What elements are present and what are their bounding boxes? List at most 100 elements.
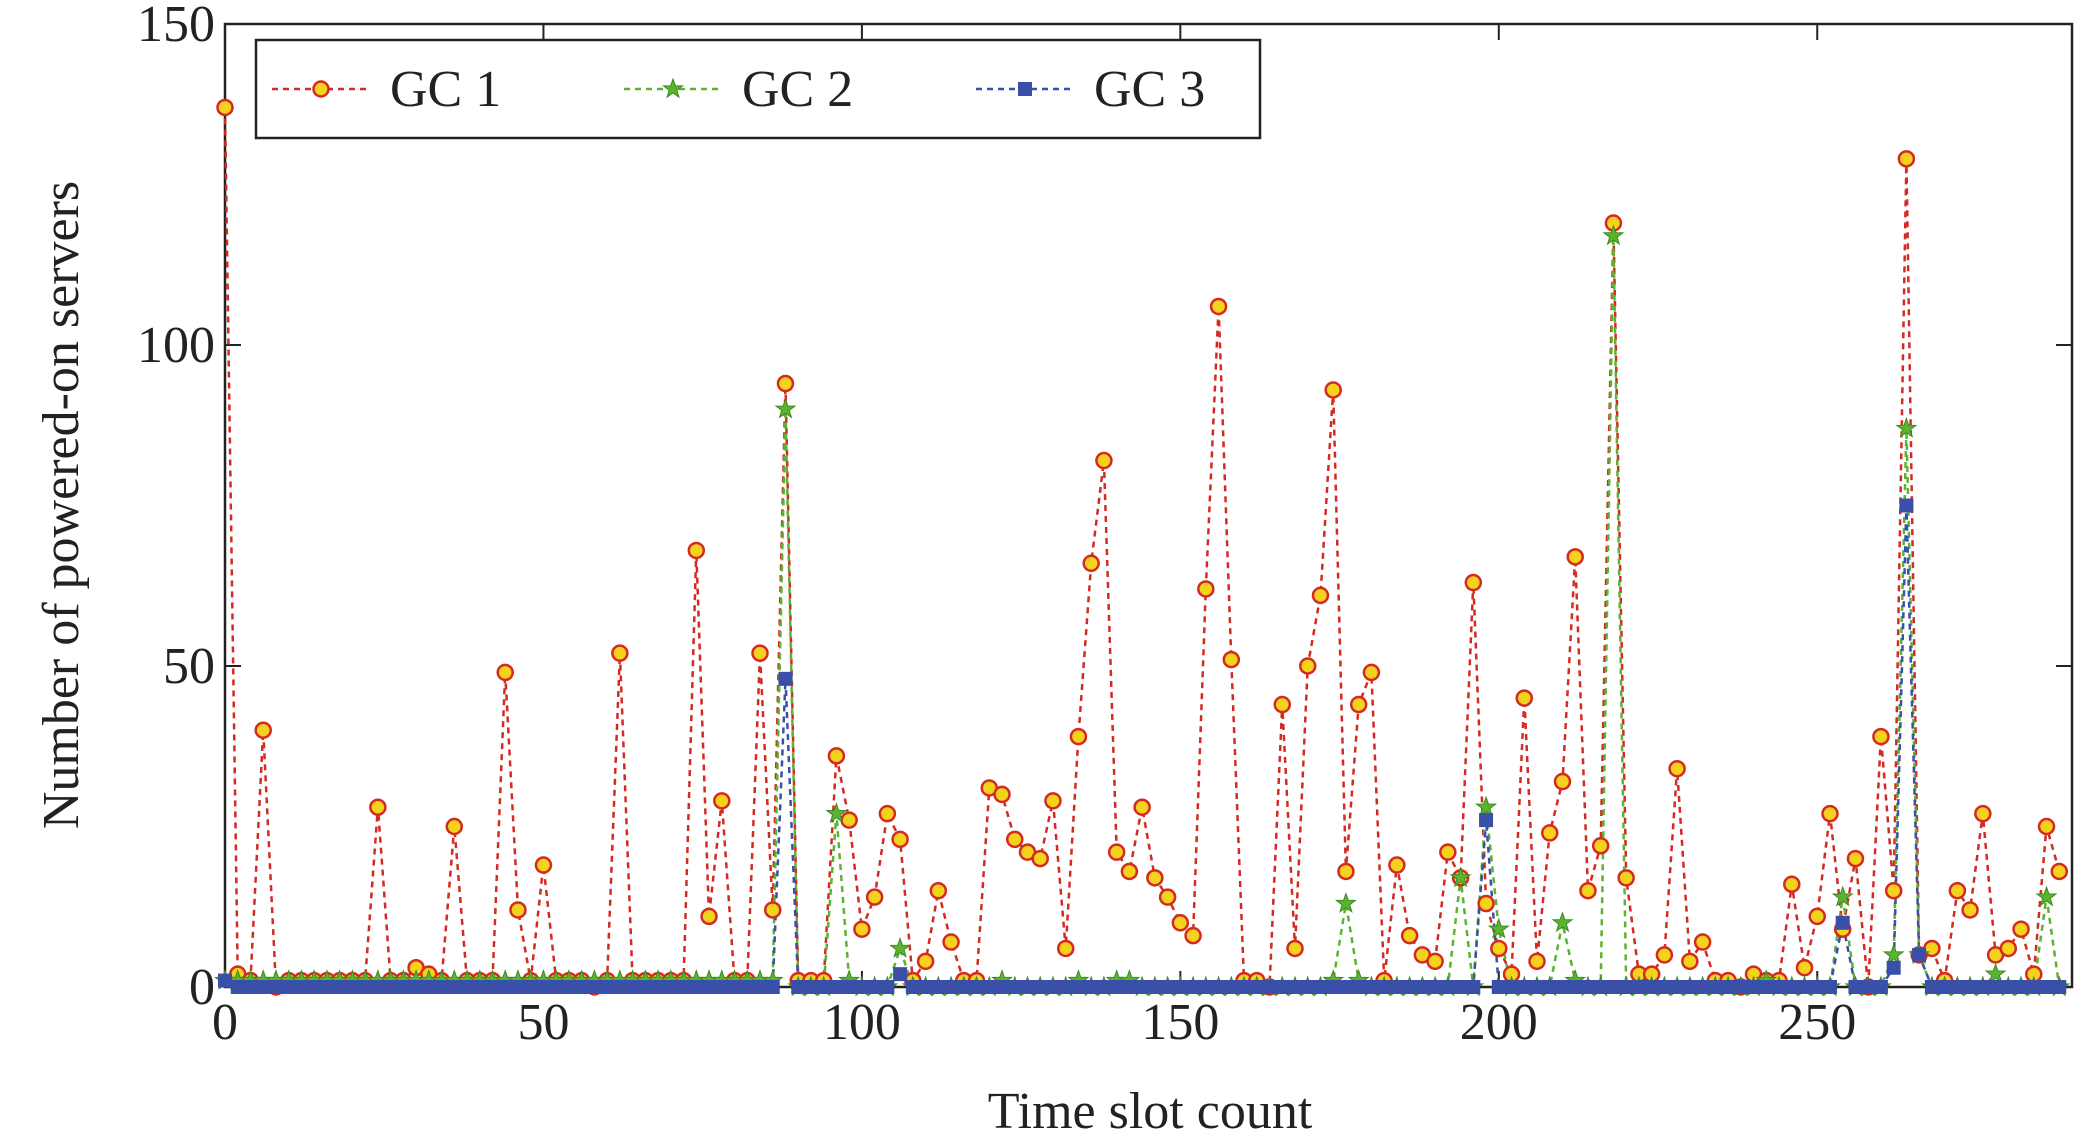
marker	[916, 952, 935, 971]
marker	[1984, 962, 2007, 984]
marker	[1490, 939, 1508, 958]
marker	[1491, 980, 1506, 994]
marker	[1733, 980, 1748, 994]
marker	[1681, 952, 1699, 971]
marker	[880, 980, 895, 994]
marker	[1530, 980, 1545, 994]
marker	[1831, 885, 1854, 907]
legend-box	[254, 38, 1262, 140]
marker	[1783, 875, 1801, 894]
marker	[1209, 297, 1228, 316]
marker	[1069, 727, 1088, 746]
marker	[776, 374, 795, 393]
marker	[370, 980, 385, 994]
y-tick-label: 100	[137, 317, 215, 374]
marker	[1655, 946, 1674, 964]
marker	[1553, 772, 1572, 791]
marker	[281, 980, 296, 994]
y-tick-label: 0	[189, 959, 215, 1016]
marker	[1810, 980, 1825, 994]
marker	[625, 980, 640, 994]
legend-label: GC 3	[1094, 61, 1205, 118]
x-tick-label: 0	[212, 994, 238, 1051]
marker	[1313, 980, 1328, 994]
marker	[2052, 980, 2067, 994]
marker	[1515, 689, 1534, 707]
marker	[1861, 980, 1876, 994]
marker	[942, 933, 960, 951]
marker	[1542, 980, 1557, 994]
marker	[1334, 891, 1357, 913]
marker	[2012, 920, 2030, 938]
marker	[651, 980, 666, 994]
marker	[1337, 862, 1355, 881]
x-tick-label: 50	[517, 994, 569, 1051]
marker	[612, 980, 627, 994]
marker	[1797, 980, 1812, 994]
series-line	[223, 107, 2061, 989]
marker	[1884, 881, 1903, 900]
marker	[1298, 657, 1317, 675]
series-line	[224, 505, 2060, 989]
marker	[1222, 650, 1241, 669]
marker	[1324, 381, 1342, 399]
marker	[1058, 980, 1073, 994]
marker	[1695, 980, 1710, 994]
marker	[740, 980, 755, 994]
marker	[1338, 980, 1353, 994]
marker	[243, 980, 258, 994]
marker	[1197, 580, 1215, 598]
marker	[1617, 869, 1635, 887]
marker	[1171, 914, 1190, 932]
marker	[230, 980, 245, 994]
marker	[1439, 843, 1457, 861]
marker	[1107, 843, 1126, 861]
marker	[216, 98, 234, 117]
marker	[319, 980, 334, 994]
marker	[803, 980, 818, 994]
marker	[1007, 980, 1022, 994]
marker	[1362, 663, 1381, 682]
marker	[256, 980, 271, 994]
marker	[1846, 849, 1865, 868]
marker	[574, 980, 589, 994]
marker	[1349, 695, 1368, 714]
marker	[307, 980, 322, 994]
marker	[2014, 980, 2029, 994]
marker	[510, 980, 525, 994]
marker	[1449, 866, 1472, 888]
marker	[1886, 960, 1901, 975]
marker	[1158, 888, 1177, 906]
marker	[700, 907, 718, 926]
marker	[1351, 980, 1366, 994]
marker	[663, 980, 678, 994]
marker	[1591, 837, 1610, 855]
marker	[1096, 980, 1111, 994]
marker	[1895, 416, 1918, 438]
marker	[751, 644, 769, 662]
marker	[1670, 980, 1685, 994]
marker	[1400, 926, 1419, 945]
marker	[369, 798, 387, 816]
marker	[676, 980, 691, 994]
y-axis-label: Number of powered-on servers	[33, 181, 90, 829]
marker	[1287, 980, 1302, 994]
marker	[1999, 939, 2018, 958]
marker	[1135, 980, 1150, 994]
marker	[2050, 862, 2069, 881]
marker	[829, 980, 844, 994]
marker	[1602, 224, 1625, 246]
marker	[332, 980, 347, 994]
marker	[816, 980, 831, 994]
marker	[1056, 939, 1075, 958]
marker	[853, 920, 871, 938]
marker	[2035, 885, 2058, 907]
marker	[421, 980, 436, 994]
marker	[1657, 980, 1672, 994]
marker	[383, 980, 398, 994]
marker	[358, 980, 373, 994]
marker	[1426, 952, 1444, 971]
marker	[1975, 980, 1990, 994]
legend-marker	[662, 77, 684, 99]
marker	[587, 980, 602, 994]
